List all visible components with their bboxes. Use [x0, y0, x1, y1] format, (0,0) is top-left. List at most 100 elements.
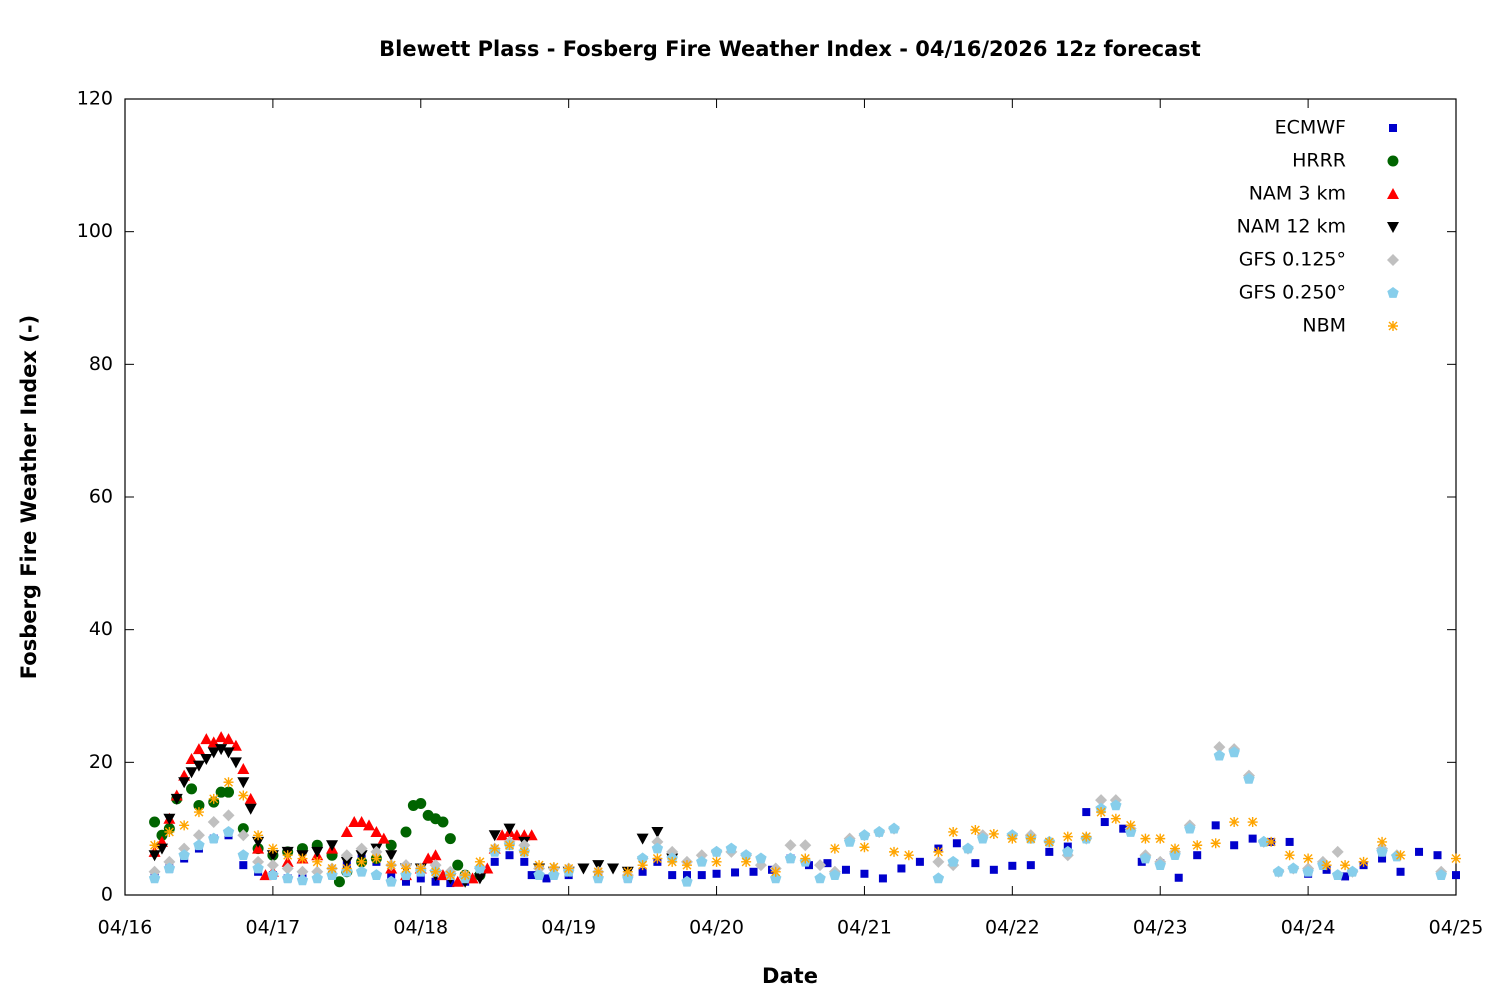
marker	[731, 868, 740, 877]
marker	[755, 852, 767, 864]
marker	[1155, 833, 1166, 844]
marker	[496, 829, 509, 841]
marker	[333, 876, 345, 888]
marker	[841, 865, 850, 874]
marker	[208, 793, 219, 804]
chart-title: Blewett Plass - Fosberg Fire Weather Ind…	[379, 37, 1201, 61]
marker	[823, 859, 832, 868]
marker	[1192, 840, 1203, 851]
marker	[800, 853, 811, 864]
legend-label: GFS 0.125°	[1239, 249, 1346, 271]
marker	[1154, 859, 1166, 871]
marker	[749, 867, 758, 876]
marker	[1395, 850, 1406, 861]
marker	[1340, 860, 1351, 871]
legend-marker	[1387, 222, 1399, 233]
marker	[1210, 838, 1221, 849]
marker	[903, 850, 914, 861]
marker	[363, 819, 376, 831]
marker	[1266, 836, 1277, 847]
marker	[607, 863, 620, 875]
marker	[163, 862, 176, 874]
marker	[740, 849, 752, 861]
marker	[829, 843, 840, 854]
marker	[1358, 856, 1369, 867]
marker	[814, 872, 826, 884]
legend-marker	[1387, 155, 1399, 167]
marker	[281, 872, 294, 884]
marker	[237, 762, 250, 774]
marker	[1377, 836, 1388, 847]
marker	[436, 869, 449, 881]
marker	[1378, 854, 1387, 863]
marker	[1045, 847, 1054, 856]
marker	[915, 857, 924, 866]
marker	[888, 822, 900, 834]
marker	[178, 777, 191, 789]
marker	[1396, 867, 1405, 876]
marker	[1258, 835, 1270, 847]
marker	[873, 825, 885, 837]
marker	[1248, 834, 1257, 843]
marker	[237, 823, 249, 835]
marker	[696, 855, 708, 867]
marker	[238, 790, 249, 801]
marker	[297, 853, 308, 864]
legend-marker	[1389, 124, 1397, 132]
marker	[1302, 865, 1314, 877]
marker	[667, 856, 678, 867]
marker	[1119, 824, 1128, 833]
marker	[1007, 833, 1018, 844]
marker	[355, 842, 368, 855]
marker	[636, 833, 649, 845]
marker	[638, 867, 647, 876]
marker	[897, 864, 906, 873]
marker	[164, 826, 175, 837]
marker	[1433, 851, 1442, 860]
marker	[370, 869, 383, 880]
marker	[527, 871, 536, 880]
marker	[296, 874, 309, 886]
marker	[933, 846, 944, 857]
marker	[1174, 873, 1183, 882]
marker	[340, 849, 353, 862]
marker	[1346, 865, 1359, 877]
legend-label: HRRR	[1292, 150, 1346, 172]
legend-label: NAM 12 km	[1237, 216, 1346, 238]
marker	[1062, 831, 1073, 842]
marker	[401, 877, 410, 886]
marker	[1331, 845, 1344, 858]
marker	[193, 839, 205, 851]
marker	[1110, 799, 1122, 811]
marker	[1096, 807, 1107, 818]
marker	[239, 861, 248, 870]
marker	[192, 829, 205, 842]
marker	[445, 870, 456, 881]
marker	[1391, 850, 1403, 862]
marker	[652, 853, 663, 864]
y-tick-label: 100	[77, 220, 113, 242]
marker	[429, 849, 442, 861]
marker	[889, 846, 900, 857]
marker	[1451, 853, 1461, 864]
marker	[200, 754, 213, 766]
marker	[460, 870, 471, 881]
marker	[207, 747, 220, 759]
marker	[858, 829, 871, 841]
marker	[741, 856, 752, 867]
marker	[400, 826, 412, 838]
marker	[229, 757, 242, 769]
marker	[932, 872, 945, 884]
marker	[503, 823, 516, 835]
marker	[222, 733, 235, 745]
marker	[282, 850, 293, 861]
marker	[1247, 817, 1258, 828]
marker	[355, 850, 368, 862]
y-axis-title: Fosberg Fire Weather Index (-)	[17, 315, 41, 679]
marker	[682, 871, 691, 880]
marker	[932, 855, 945, 868]
marker	[222, 747, 235, 759]
marker	[244, 792, 257, 804]
marker	[860, 869, 869, 878]
marker	[952, 839, 961, 848]
